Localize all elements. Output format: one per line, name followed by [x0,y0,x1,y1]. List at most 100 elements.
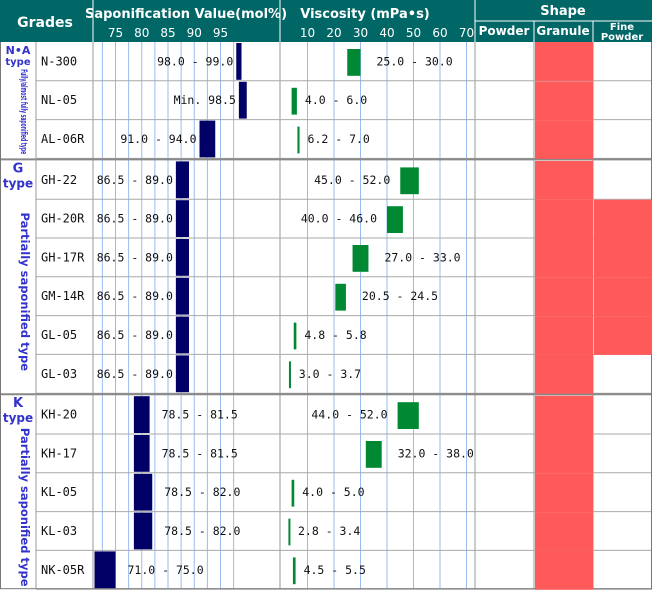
sap-range-label: Min. 98.5 [174,93,236,107]
visc-range-label: 32.0 - 38.0 [398,446,474,460]
visc-tick-label: 30 [353,26,368,40]
grade-name: GH-22 [41,173,77,187]
sap-bar [238,81,247,119]
shape-header-title: Shape [540,4,586,19]
group-label-g: G [13,161,24,176]
sap-bar [175,316,189,354]
visc-range-label: 44.0 - 52.0 [311,408,387,422]
sap-bar [133,473,153,511]
shape-granule-fill [535,81,593,121]
group-vertical-label-na: Fully/almost fully saponified type [18,69,28,154]
shape-granule-fill [535,277,593,317]
grade-name: AL-06R [41,132,85,146]
visc-range-label: 45.0 - 52.0 [314,173,390,187]
sap-range-label: 86.5 - 89.0 [97,328,173,342]
visc-bar [335,283,346,311]
visc-range-label: 25.0 - 30.0 [377,54,453,68]
grade-name: KH-17 [41,446,77,460]
group-vertical-label-k: Partially saponified type [18,428,32,587]
grade-name: NK-05R [41,563,85,577]
grade-name: KL-03 [41,524,77,538]
sap-bar [175,355,189,393]
sap-range-label: 78.5 - 82.0 [164,485,240,499]
visc-bar [352,245,369,272]
rows-layer: N-300 98.0 - 99.0 25.0 - 30.0 NL-05 Min. 98.… [41,54,474,576]
sap-range-label: 98.0 - 99.0 [157,54,233,68]
shape-fine-powder-fill [594,316,652,355]
sap-range-label: 86.5 - 89.0 [97,212,173,226]
fine-powder-header-line1: Fine [610,22,634,33]
group-label-type-na: type [5,57,30,68]
sap-tick-label: 90 [187,26,202,40]
visc-range-label: 2.8 - 3.4 [298,524,360,538]
shape-granule-fill [535,354,593,394]
grade-name: KL-05 [41,485,77,499]
visc-bar [293,322,297,350]
sap-range-label: 86.5 - 89.0 [97,250,173,264]
fine-powder-header-line2: Powder [601,32,643,43]
sap-tick-label: 75 [108,26,123,40]
shape-granule-fill [535,316,593,355]
group-vertical-label-g: Partially saponified type [18,213,32,372]
sap-bar [133,512,153,550]
visc-bar [387,206,403,233]
shape-granule-fill [535,512,593,551]
group-label-type-k: type [3,411,33,425]
shape-fine-powder-fill [594,199,652,239]
sap-bar [175,239,189,276]
visc-bar [292,557,296,585]
group-label-type-g: type [3,176,33,190]
visc-range-label: 6.2 - 7.0 [308,132,370,146]
sap-bar [133,435,150,472]
shape-granule-fill [535,42,593,81]
sap-header-title: Saponification Value(mol%) [85,7,287,22]
sap-range-label: 78.5 - 82.0 [164,524,240,538]
shape-granule-fill [535,199,593,239]
sap-range-label: 86.5 - 89.0 [97,173,173,187]
visc-range-label: 4.0 - 5.0 [302,485,364,499]
shape-fine-powder-fill [594,238,652,278]
granule-header: Granule [536,24,589,38]
visc-bar [291,479,295,507]
sap-range-label: 86.5 - 89.0 [97,367,173,381]
visc-bar [397,402,419,429]
visc-bar [297,126,300,154]
sap-tick-label: 80 [134,26,149,40]
visc-tick-label: 40 [379,26,394,40]
sap-range-label: 78.5 - 81.5 [162,408,238,422]
shape-granule-fill [535,120,593,159]
sap-bar [175,200,189,237]
grade-name: GH-20R [41,212,85,226]
sap-bar [94,551,116,589]
visc-tick-label: 20 [326,26,341,40]
shape-granule-fill [535,395,593,435]
sap-range-label: 86.5 - 89.0 [97,289,173,303]
shape-granule-fill [535,238,593,278]
sap-range-label: 71.0 - 75.0 [128,563,204,577]
visc-range-label: 4.5 - 5.5 [304,563,366,577]
sap-bar [175,161,189,199]
shape-granule-fill [535,160,593,200]
header-layer: Grades Saponification Value(mol%) Viscosit… [0,0,652,43]
visc-tick-label: 60 [432,26,447,40]
bars-layer [94,42,652,590]
sap-tick-label: 85 [160,26,175,40]
group-label-k: K [13,396,24,411]
visc-range-label: 4.0 - 6.0 [305,93,367,107]
visc-tick-label: 10 [300,26,315,40]
visc-range-label: 20.5 - 24.5 [362,289,438,303]
visc-bar [288,361,291,389]
visc-bar [291,87,297,115]
grade-name: GH-17R [41,250,85,264]
grade-name: NL-05 [41,93,77,107]
visc-tick-label: 70 [459,26,474,40]
sap-range-label: 78.5 - 81.5 [162,446,238,460]
sap-tick-label: 95 [213,26,228,40]
sap-range-label: 91.0 - 94.0 [120,132,196,146]
powder-header: Powder [479,24,530,38]
visc-bar [288,518,291,546]
sap-bar [199,120,216,158]
shape-granule-fill [535,434,593,474]
